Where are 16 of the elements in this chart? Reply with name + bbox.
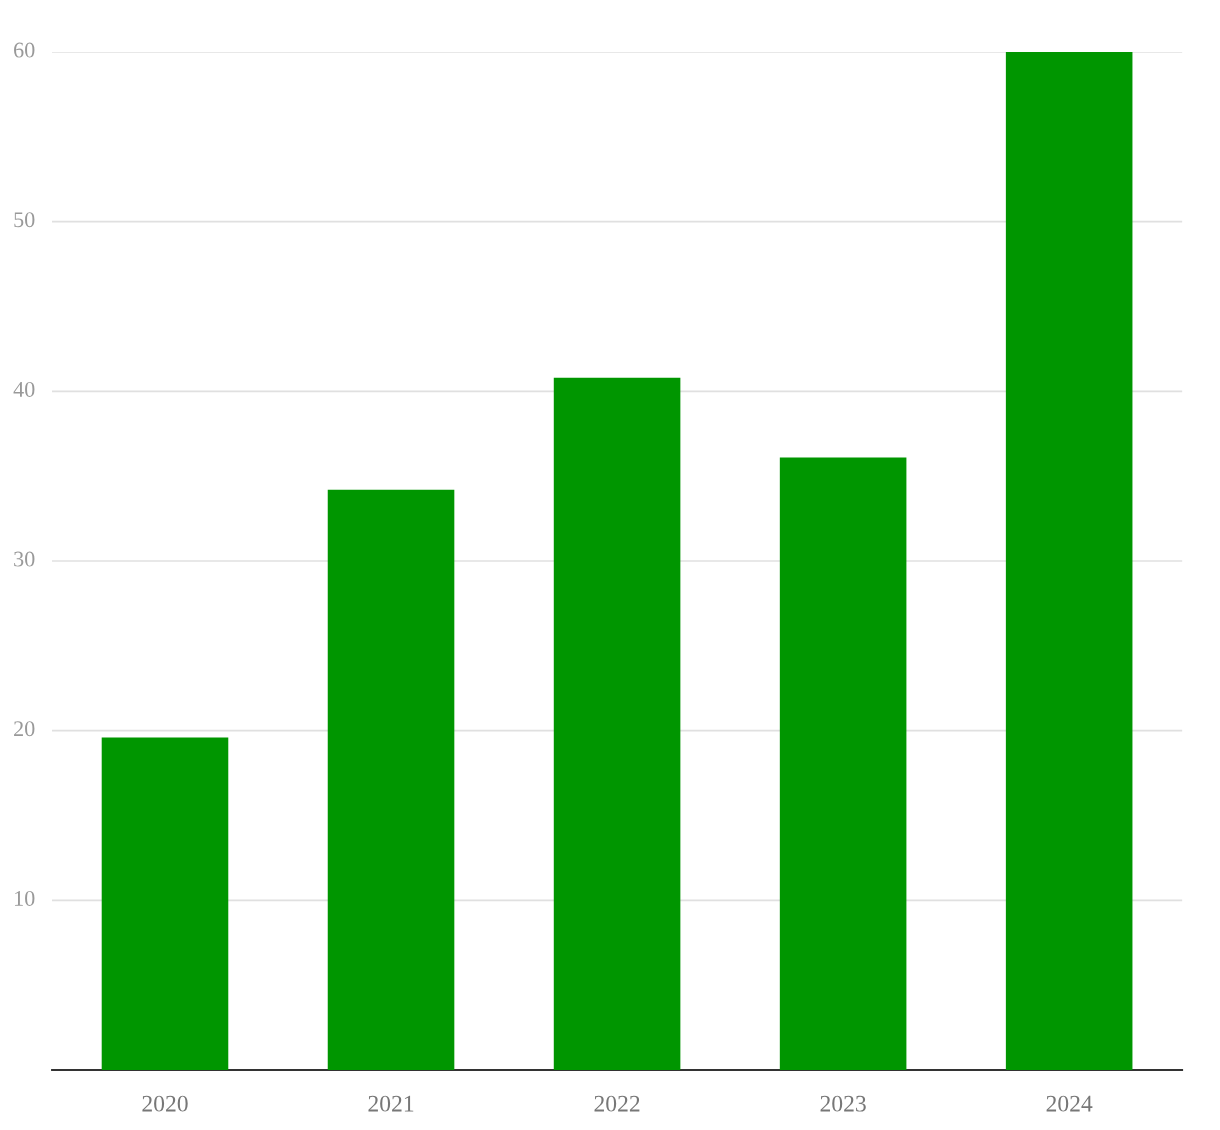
bar	[553, 377, 681, 1070]
y-tick-label: 30	[14, 551, 35, 567]
x-tick-label: 2024	[1046, 1095, 1093, 1112]
x-tick-label: 2021	[368, 1095, 414, 1112]
y-tick-label: 20	[14, 721, 35, 737]
y-tick-label: 60	[14, 42, 35, 58]
y-tick-label: 50	[14, 212, 35, 228]
bar	[1005, 51, 1133, 1070]
y-tick-label: 10	[15, 890, 35, 906]
bar	[101, 737, 229, 1070]
y-tick-label: 40	[13, 381, 35, 397]
x-tick-label: 2020	[142, 1095, 188, 1112]
x-tick-label: 2022	[594, 1095, 640, 1112]
bar	[327, 489, 455, 1070]
x-tick-label: 2023	[820, 1095, 866, 1112]
bar	[779, 457, 907, 1070]
